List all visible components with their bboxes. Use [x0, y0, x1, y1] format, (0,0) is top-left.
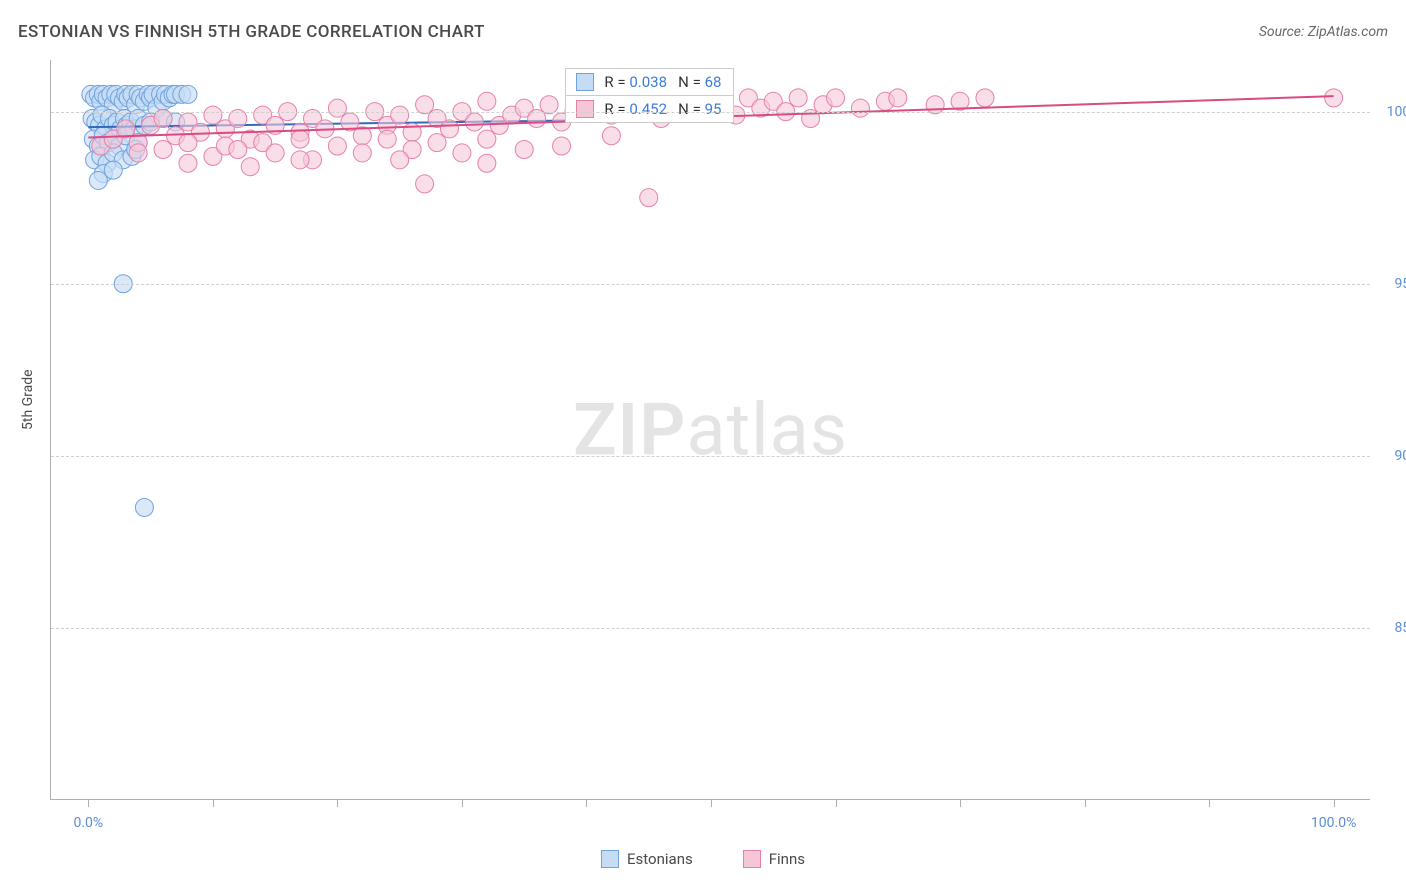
finns-point — [154, 140, 172, 158]
square-icon — [576, 73, 594, 91]
x-tick-label: 100.0% — [1311, 815, 1356, 831]
finns-point — [851, 99, 869, 117]
legend-label: Estonians — [627, 850, 693, 868]
finns-point — [129, 144, 147, 162]
x-tick — [337, 799, 338, 807]
y-tick-label: 90.0% — [1394, 448, 1406, 464]
estonians-point — [104, 161, 122, 179]
legend-row-finns: R = 0.452 N = 95 — [566, 95, 733, 122]
chart-svg — [51, 60, 1370, 799]
gridline-h — [51, 112, 1370, 113]
source-name: ZipAtlas.com — [1308, 24, 1388, 40]
legend-label: Finns — [769, 850, 805, 868]
x-tick — [462, 799, 463, 807]
finns-point — [204, 106, 222, 124]
chart-header: ESTONIAN VS FINNISH 5TH GRADE CORRELATIO… — [18, 22, 1388, 42]
finns-point — [179, 154, 197, 172]
finns-point — [328, 99, 346, 117]
finns-point — [179, 134, 197, 152]
finns-point — [328, 137, 346, 155]
legend-row-estonians: R = 0.038 N = 68 — [566, 69, 733, 95]
plot-area: ZIPatlas R = 0.038 N = 68 R = 0.452 N = … — [50, 60, 1370, 800]
y-tick-label: 85.0% — [1394, 620, 1406, 636]
n-value: 95 — [705, 100, 722, 118]
finns-point — [827, 89, 845, 107]
y-tick-label: 95.0% — [1394, 276, 1406, 292]
gridline-h — [51, 284, 1370, 285]
gridline-h — [51, 456, 1370, 457]
square-icon — [601, 850, 619, 868]
legend-item-finns: Finns — [743, 850, 805, 868]
square-icon — [576, 100, 594, 118]
estonians-point — [179, 85, 197, 103]
x-tick — [836, 799, 837, 807]
n-value: 68 — [705, 73, 722, 91]
finns-point — [478, 92, 496, 110]
finns-point — [229, 140, 247, 158]
finns-point — [453, 144, 471, 162]
chart-title: ESTONIAN VS FINNISH 5TH GRADE CORRELATIO… — [18, 22, 485, 42]
gridline-h — [51, 628, 1370, 629]
finns-point — [465, 113, 483, 131]
x-tick — [1334, 799, 1335, 807]
finns-point — [478, 154, 496, 172]
legend-stats-finns: R = 0.452 N = 95 — [604, 100, 721, 118]
finns-point — [789, 89, 807, 107]
x-tick-label: 0.0% — [74, 815, 104, 831]
finns-point — [1325, 89, 1343, 107]
finns-point — [440, 120, 458, 138]
y-axis-label: 5th Grade — [20, 369, 36, 430]
x-tick — [586, 799, 587, 807]
square-icon — [743, 850, 761, 868]
finns-point — [291, 151, 309, 169]
legend-stats-estonians: R = 0.038 N = 68 — [604, 73, 721, 91]
source-attribution: Source: ZipAtlas.com — [1259, 24, 1388, 40]
estonians-point — [135, 498, 153, 516]
finns-point — [478, 130, 496, 148]
finns-point — [428, 134, 446, 152]
y-tick-label: 100.0% — [1387, 104, 1406, 120]
r-value: 0.452 — [629, 100, 667, 118]
estonians-point — [89, 171, 107, 189]
finns-point — [602, 127, 620, 145]
x-tick — [960, 799, 961, 807]
legend-item-estonians: Estonians — [601, 850, 693, 868]
r-value: 0.038 — [629, 73, 667, 91]
x-tick — [1085, 799, 1086, 807]
x-tick — [88, 799, 89, 807]
finns-point — [391, 106, 409, 124]
finns-point — [241, 158, 259, 176]
finns-point — [266, 144, 284, 162]
finns-point — [640, 189, 658, 207]
finns-point — [391, 151, 409, 169]
finns-point — [378, 130, 396, 148]
x-tick — [1209, 799, 1210, 807]
source-prefix: Source: — [1259, 24, 1308, 40]
finns-point — [416, 175, 434, 193]
x-tick — [213, 799, 214, 807]
x-tick — [711, 799, 712, 807]
correlation-legend-box: R = 0.038 N = 68 R = 0.452 N = 95 — [565, 68, 734, 123]
finns-point — [889, 89, 907, 107]
finns-point — [291, 130, 309, 148]
finns-point — [976, 89, 994, 107]
finns-point — [353, 144, 371, 162]
finns-point — [553, 137, 571, 155]
finns-point — [515, 140, 533, 158]
series-legend: Estonians Finns — [0, 850, 1406, 868]
